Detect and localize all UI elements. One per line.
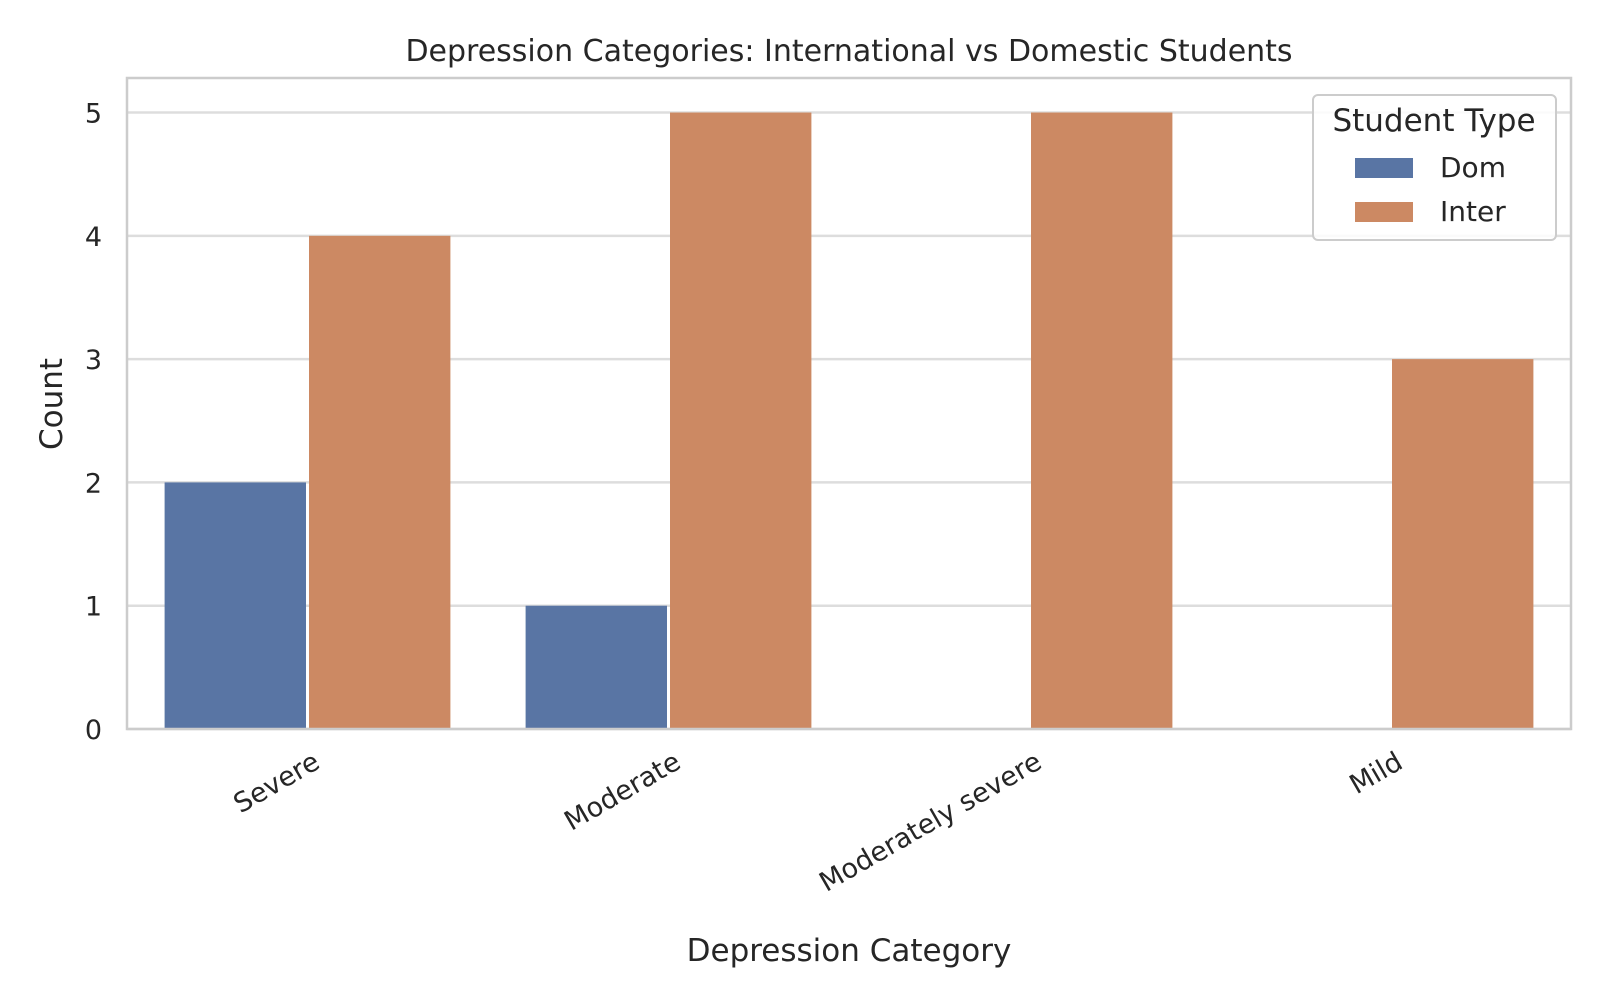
y-tick-label: 2 bbox=[85, 468, 102, 499]
bars bbox=[164, 112, 1534, 730]
y-tick-label: 1 bbox=[85, 592, 102, 623]
legend-title: Student Type bbox=[1332, 103, 1535, 139]
legend-swatch-dom bbox=[1355, 158, 1413, 178]
bar-inter-mild bbox=[1392, 359, 1534, 729]
bar-inter-moderate bbox=[670, 112, 812, 730]
plot-frame bbox=[125, 76, 1573, 731]
legend-label-inter: Inter bbox=[1440, 195, 1506, 228]
legend-label-dom: Dom bbox=[1440, 151, 1506, 184]
x-axis-title: Depression Category bbox=[687, 933, 1012, 969]
legend: Student Type Dom Inter bbox=[1312, 94, 1557, 241]
legend-items: Dom Inter bbox=[1355, 151, 1506, 228]
bar-dom-moderate bbox=[525, 605, 667, 729]
y-axis-title: Count bbox=[34, 358, 70, 450]
bar-inter-moderately-severe bbox=[1031, 112, 1173, 730]
y-tick-label: 5 bbox=[85, 99, 102, 130]
chart-title: Depression Categories: International vs … bbox=[405, 34, 1292, 69]
bar-dom-severe bbox=[164, 482, 306, 729]
y-tick-labels: 0 1 2 3 4 5 bbox=[85, 99, 102, 746]
y-tick-label: 3 bbox=[85, 345, 102, 376]
legend-swatch-inter bbox=[1355, 202, 1413, 222]
y-tick-label: 4 bbox=[85, 222, 102, 253]
bar-inter-severe bbox=[309, 235, 451, 729]
y-tick-label: 0 bbox=[85, 715, 102, 746]
